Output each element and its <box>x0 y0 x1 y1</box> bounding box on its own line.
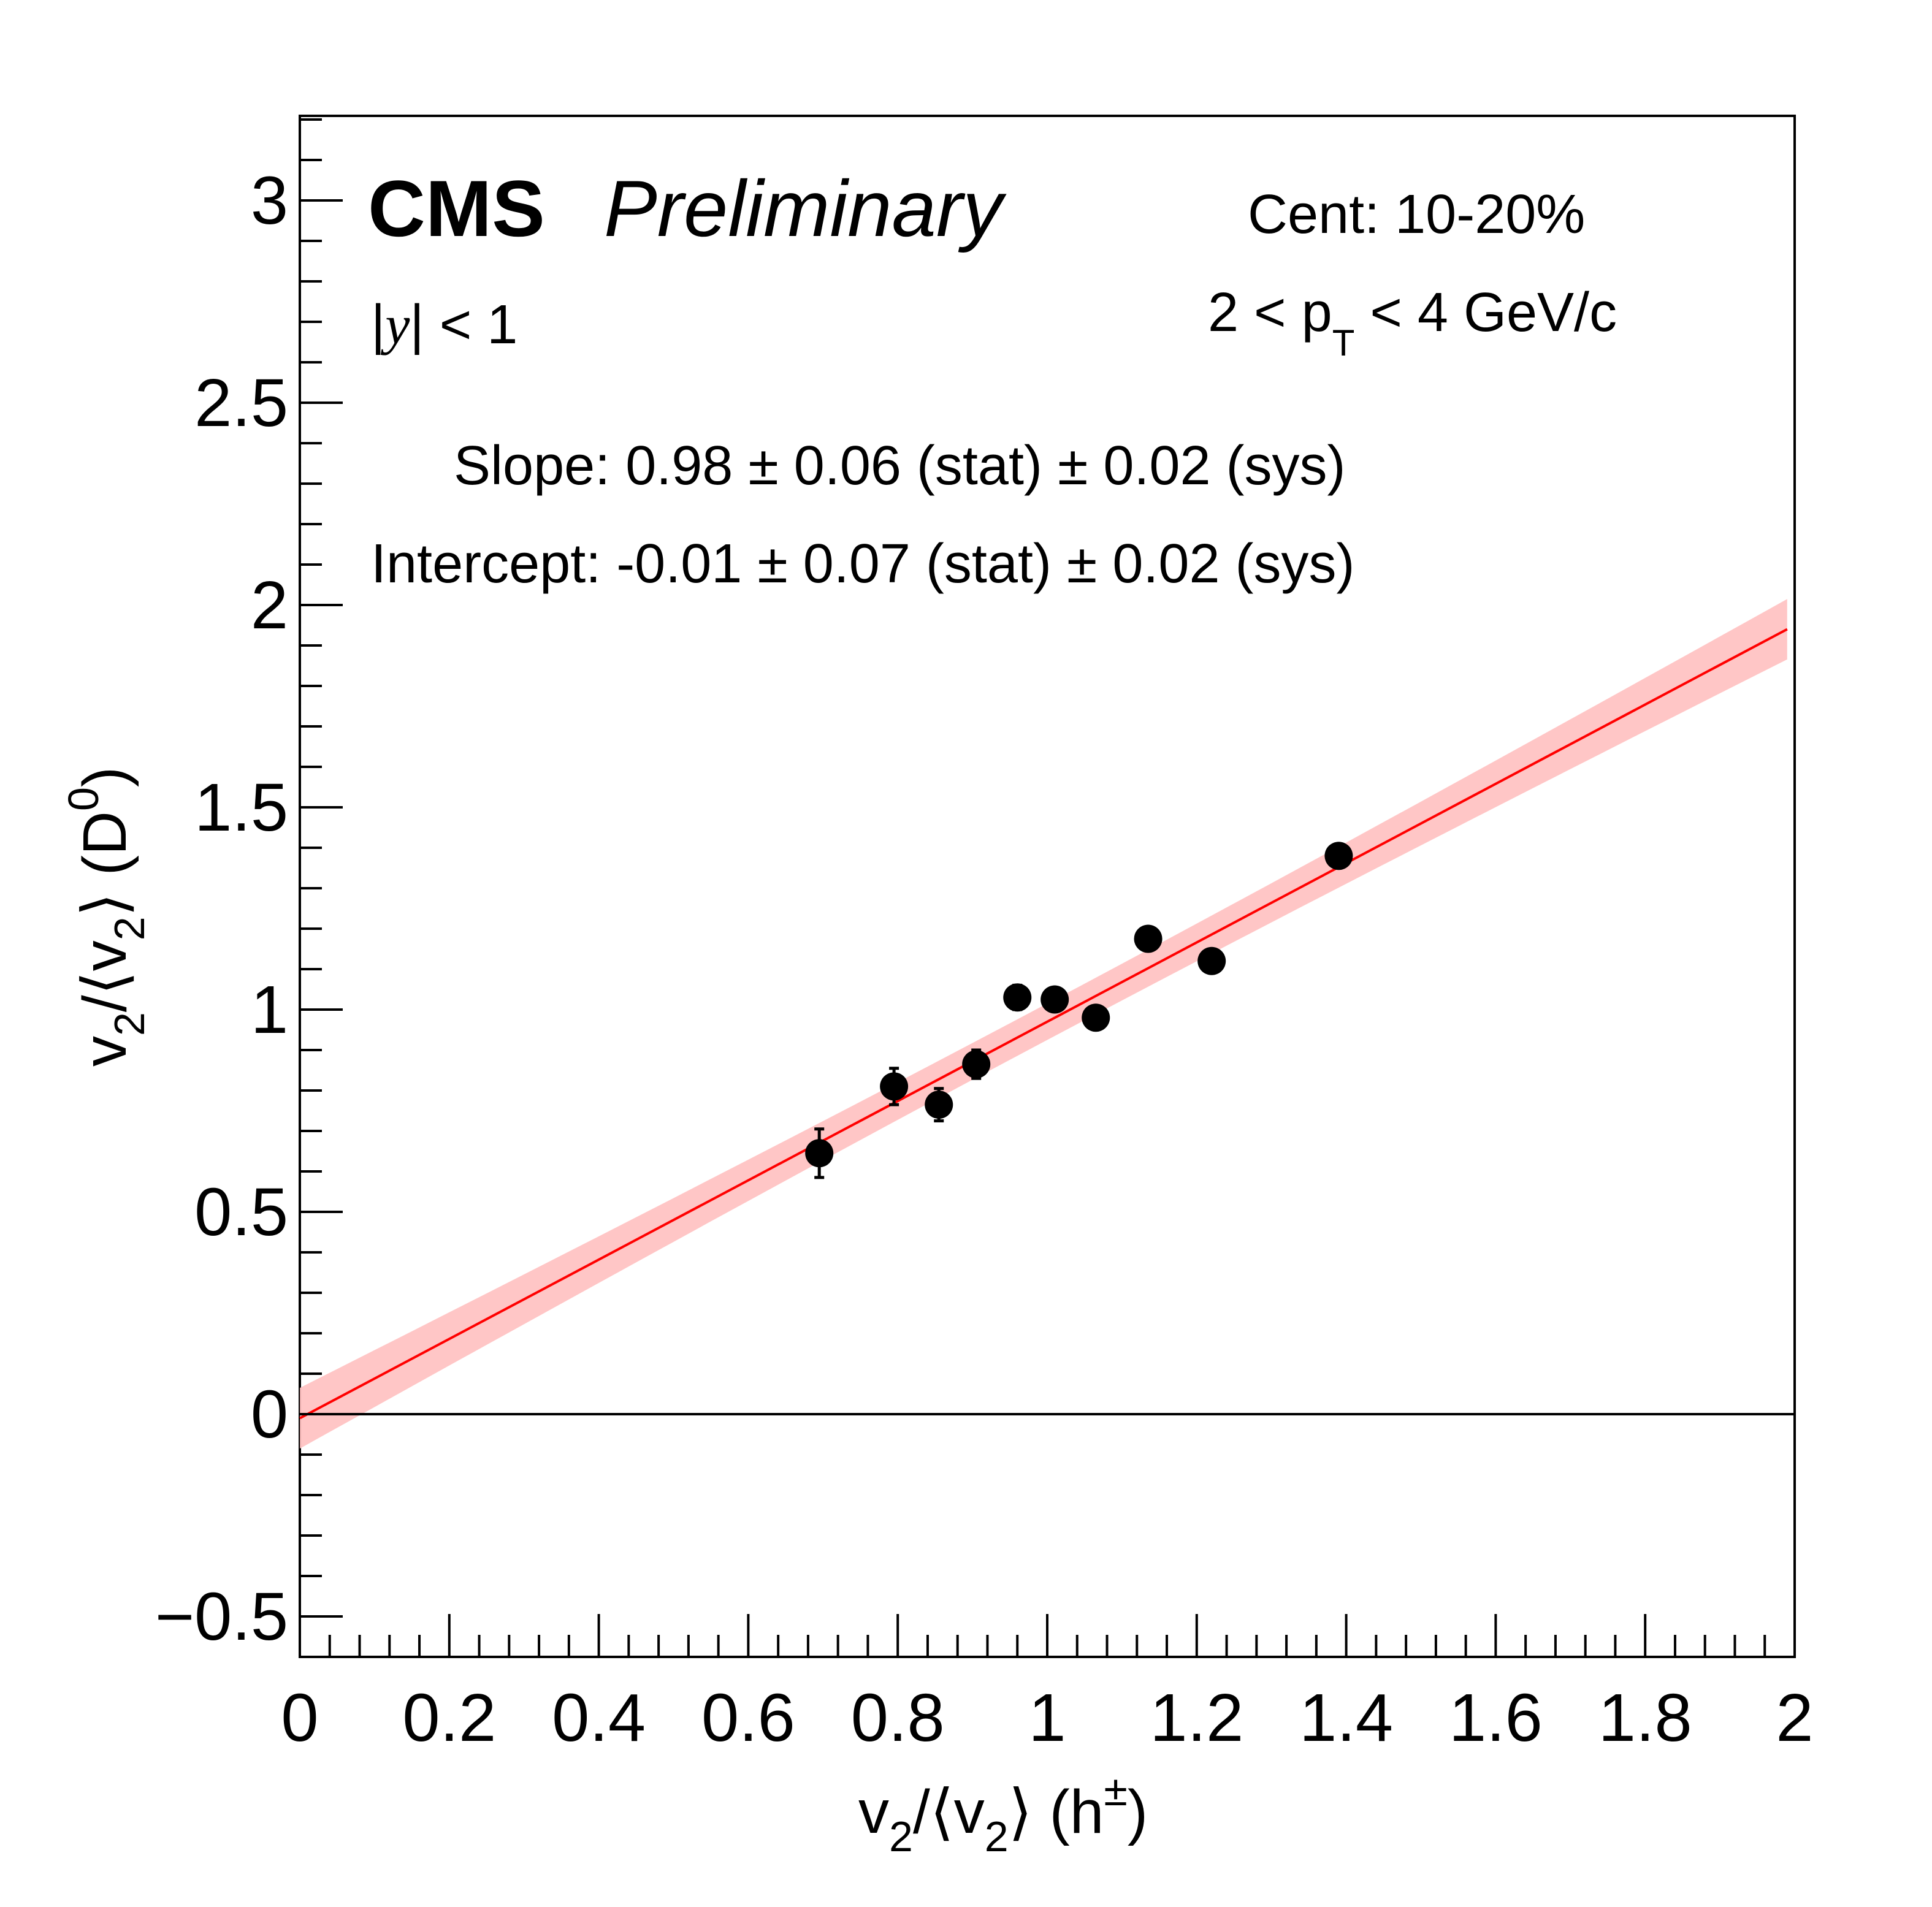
y-tick-label: 2.5 <box>194 365 288 441</box>
data-point <box>1197 946 1226 975</box>
preliminary-label: Preliminary <box>604 164 1007 253</box>
y-axis-title: v2/⟨v2⟩ (D0) <box>59 767 153 1067</box>
y-tick-label: 1 <box>251 972 288 1048</box>
data-point <box>1134 924 1163 953</box>
x-tick-label: 0.6 <box>701 1680 795 1756</box>
points-layer <box>805 842 1353 1179</box>
y-tick-label: 3 <box>251 163 288 238</box>
x-tick-label: 2 <box>1776 1680 1813 1756</box>
x-tick-label: 1.6 <box>1449 1680 1543 1756</box>
fit-line <box>299 628 1788 1420</box>
y-tick-label: 0 <box>251 1377 288 1452</box>
data-point <box>880 1072 909 1101</box>
data-point <box>805 1139 834 1168</box>
slope-label: Slope: 0.98 ± 0.06 (stat) ± 0.02 (sys) <box>454 435 1345 497</box>
x-tick-label: 1.8 <box>1598 1680 1692 1756</box>
rapidity-label: |y| < 1 <box>371 294 517 356</box>
y-tick-label: 0.5 <box>194 1174 288 1250</box>
x-tick-label: 0.4 <box>552 1680 646 1756</box>
x-tick-label: 0.8 <box>851 1680 945 1756</box>
ticks-layer <box>299 118 1796 1658</box>
data-point <box>962 1050 991 1079</box>
data-point <box>1324 842 1353 870</box>
x-tick-label: 0.2 <box>402 1680 496 1756</box>
x-tick-label: 1.4 <box>1299 1680 1393 1756</box>
centrality-label: Cent: 10-20% <box>1248 184 1585 245</box>
x-axis-title: v2/⟨v2⟩ (h±) <box>858 1767 1148 1860</box>
y-tick-label: −0.5 <box>155 1579 288 1654</box>
x-tick-label: 1 <box>1028 1680 1066 1756</box>
plot-frame <box>299 115 1796 1658</box>
data-point <box>925 1091 953 1119</box>
pt-range-label: 2 < pT < 4 GeV/c <box>1208 282 1617 364</box>
data-point <box>1082 1003 1110 1032</box>
cms-label: CMS <box>368 164 545 253</box>
data-point <box>1003 983 1032 1012</box>
x-tick-label: 1.2 <box>1150 1680 1243 1756</box>
intercept-label: Intercept: -0.01 ± 0.07 (stat) ± 0.02 (s… <box>371 533 1354 595</box>
x-tick-label: 0 <box>281 1680 318 1756</box>
data-point <box>1040 985 1069 1014</box>
y-tick-label: 1.5 <box>194 770 288 845</box>
y-tick-label: 2 <box>251 568 288 643</box>
tick-labels-layer: 0 0.2 0.4 0.6 0.8 1 1.2 1.4 1.6 1.8 2 −0.5 0 0.5 1 1.5 2… <box>155 163 1814 1756</box>
fit-line-layer <box>299 628 1788 1420</box>
